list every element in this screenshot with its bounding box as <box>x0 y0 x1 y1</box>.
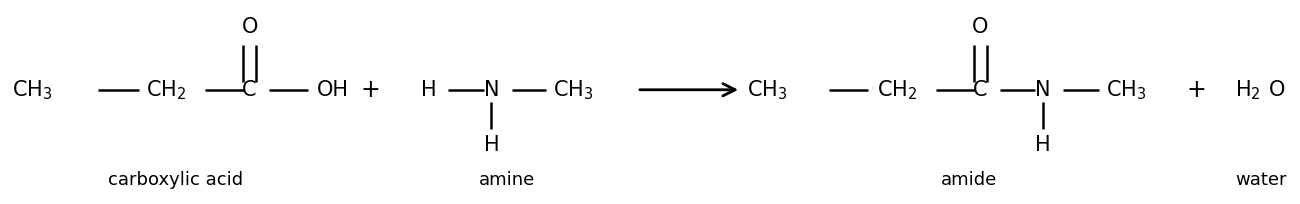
Text: H: H <box>421 80 437 100</box>
Text: N: N <box>1035 80 1050 100</box>
Text: $\mathregular{CH_{2}}$: $\mathregular{CH_{2}}$ <box>146 78 187 102</box>
Text: carboxylic acid: carboxylic acid <box>108 171 243 188</box>
Text: O: O <box>972 17 988 37</box>
Text: O: O <box>1269 80 1284 100</box>
Text: $\mathregular{H_{2}}$: $\mathregular{H_{2}}$ <box>1235 78 1261 102</box>
Text: +: + <box>360 78 381 102</box>
Text: H: H <box>1035 135 1050 155</box>
Text: O: O <box>242 17 257 37</box>
Text: $\mathregular{CH_{3}}$: $\mathregular{CH_{3}}$ <box>552 78 594 102</box>
Text: N: N <box>484 80 499 100</box>
Text: H: H <box>484 135 499 155</box>
Text: C: C <box>242 80 257 100</box>
Text: +: + <box>1186 78 1206 102</box>
Text: C: C <box>972 80 988 100</box>
Text: water: water <box>1235 171 1287 188</box>
Text: $\mathregular{CH_{3}}$: $\mathregular{CH_{3}}$ <box>12 78 53 102</box>
Text: amide: amide <box>940 171 997 188</box>
Text: $\mathregular{CH_{3}}$: $\mathregular{CH_{3}}$ <box>746 78 788 102</box>
Text: $\mathregular{CH_{3}}$: $\mathregular{CH_{3}}$ <box>1105 78 1147 102</box>
Text: $\mathregular{CH_{2}}$: $\mathregular{CH_{2}}$ <box>876 78 918 102</box>
Text: OH: OH <box>317 80 348 100</box>
Text: amine: amine <box>478 171 536 188</box>
